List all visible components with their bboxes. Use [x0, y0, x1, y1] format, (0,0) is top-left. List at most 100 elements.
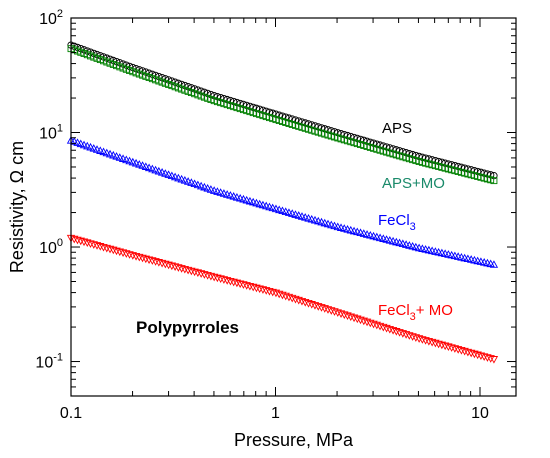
data-point [470, 350, 479, 359]
data-point [183, 266, 193, 275]
data-point [236, 280, 245, 289]
annotation-polypyrroles: Polypyrroles [136, 318, 239, 337]
data-point [382, 324, 391, 333]
data-point [89, 241, 98, 249]
data-point [229, 278, 238, 287]
data-point [372, 321, 381, 330]
data-point [369, 320, 378, 329]
series-fecl3 [66, 136, 499, 268]
data-point [193, 269, 203, 278]
data-point [284, 293, 294, 302]
data-point [144, 256, 154, 265]
data-point [346, 313, 355, 322]
data-point [294, 296, 303, 305]
data-point [154, 259, 164, 267]
x-tick-label: 1 [271, 405, 280, 422]
data-point [408, 333, 417, 341]
data-point [252, 284, 261, 293]
data-point [395, 329, 404, 337]
data-point [414, 335, 424, 343]
data-point [379, 323, 388, 332]
data-point [323, 306, 333, 314]
series-label-aps-mo: APS+MO [382, 175, 445, 192]
data-point [151, 258, 160, 266]
data-point [418, 336, 427, 344]
data-point [304, 300, 313, 308]
data-point [349, 314, 359, 323]
series-layer [66, 41, 499, 364]
data-point [164, 261, 173, 270]
data-point [122, 250, 131, 258]
data-point [226, 277, 235, 286]
series-fecl3-mo [66, 234, 499, 364]
data-point [314, 303, 323, 311]
data-point [223, 277, 232, 285]
y-tick-label: 100 [39, 237, 63, 257]
data-point [489, 260, 499, 268]
data-point [385, 325, 394, 334]
data-point [73, 236, 82, 245]
data-point [271, 289, 281, 298]
data-point [109, 246, 118, 255]
data-point [401, 331, 411, 339]
data-point [340, 311, 349, 319]
data-point [453, 346, 463, 354]
ticks-layer [70, 17, 516, 397]
series-label-fecl3-mo: FeCl3+ MO [378, 302, 453, 323]
data-point [327, 307, 336, 315]
data-point [440, 342, 450, 351]
data-point [242, 282, 251, 290]
y-tick-label: 101 [39, 123, 63, 143]
x-axis-title: Pressure, MPa [234, 430, 354, 450]
data-point [375, 322, 385, 331]
data-point [490, 177, 498, 185]
data-point [463, 348, 473, 357]
data-point [219, 276, 229, 284]
data-point [405, 332, 414, 340]
data-point [76, 237, 85, 246]
data-point [203, 272, 212, 280]
data-point [157, 259, 167, 268]
data-point [460, 347, 469, 356]
data-point [333, 309, 342, 317]
data-point [483, 354, 492, 362]
data-point [180, 265, 190, 274]
data-point [96, 243, 105, 251]
data-point [249, 283, 258, 292]
data-point [431, 339, 440, 348]
labels-layer: 0.1 1 10 10-1 100 101 102 APS APS+MO FeCl3 FeCl3+ … [35, 8, 489, 422]
data-point [187, 267, 196, 276]
data-point [281, 292, 290, 301]
data-point [437, 341, 447, 350]
data-point [434, 340, 443, 349]
data-point [148, 257, 157, 265]
data-point [213, 274, 222, 283]
x-tick-label: 10 [471, 405, 489, 422]
data-point [92, 242, 102, 250]
y-axis-title: Resistivity, Ω cm [7, 141, 27, 273]
data-point [112, 247, 121, 256]
data-point [83, 239, 92, 248]
data-point [118, 249, 128, 257]
data-point [447, 344, 456, 352]
series-aps [67, 41, 498, 180]
data-point [115, 248, 124, 257]
data-point [343, 312, 352, 321]
data-point [366, 319, 375, 328]
data-point [297, 297, 307, 306]
data-point [190, 268, 199, 277]
data-point [131, 252, 141, 261]
data-point [444, 343, 453, 352]
data-point [424, 338, 434, 346]
data-point [138, 254, 147, 263]
data-point [480, 353, 489, 361]
data-point [362, 318, 372, 327]
data-point [356, 316, 365, 325]
data-point [245, 282, 255, 291]
data-point [70, 235, 79, 244]
data-point [421, 337, 430, 345]
y-tick-label: 102 [39, 8, 63, 28]
data-point [392, 328, 401, 336]
data-point [411, 334, 421, 342]
